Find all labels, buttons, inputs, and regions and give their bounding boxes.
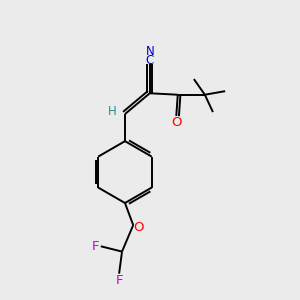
Text: C: C	[146, 54, 154, 67]
Text: F: F	[115, 274, 123, 286]
Text: O: O	[133, 221, 144, 234]
Text: N: N	[146, 45, 154, 58]
Text: H: H	[108, 105, 117, 118]
Text: O: O	[171, 116, 181, 129]
Text: F: F	[92, 240, 99, 253]
